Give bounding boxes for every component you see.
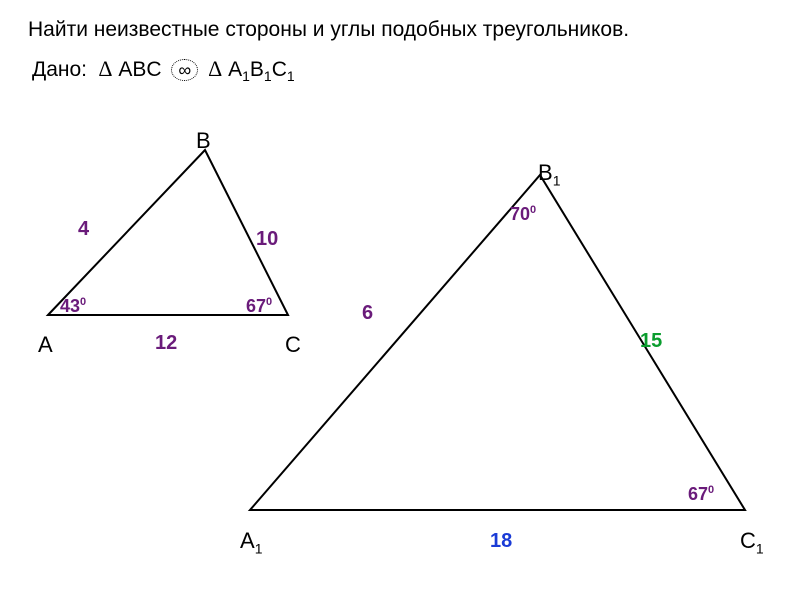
side-b1c1: 15 [640,330,662,353]
angle-c: 670 [246,296,272,317]
vertex-a1: A1 [240,528,262,556]
angle-c1: 670 [688,484,714,505]
vertex-a: A [38,332,53,358]
triangles-diagram [0,0,800,600]
side-bc: 10 [256,228,278,251]
side-ac: 12 [155,332,177,355]
vertex-b1: B1 [538,160,560,188]
vertex-c1: C1 [740,528,764,556]
triangle-a1b1c1 [250,175,745,510]
angle-a: 430 [60,296,86,317]
side-a1c1: 18 [490,530,512,553]
side-a1b1: 6 [362,302,373,325]
vertex-b: B [196,128,211,154]
side-ab: 4 [78,218,89,241]
angle-b1: 700 [510,204,536,225]
vertex-c: C [285,332,301,358]
